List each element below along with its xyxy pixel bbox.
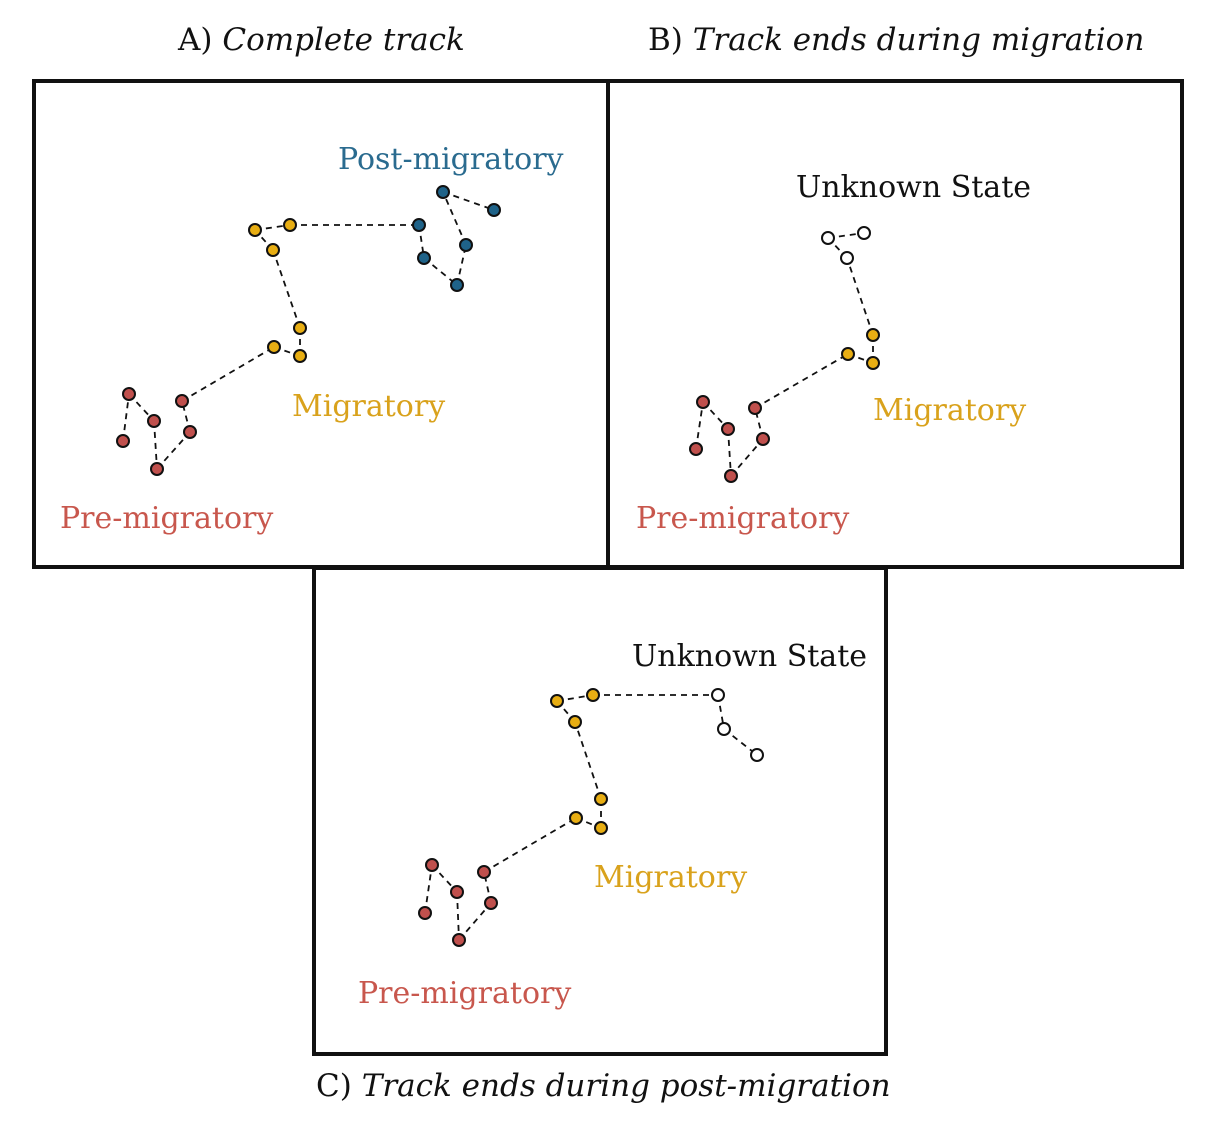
track-point-post [487, 203, 501, 217]
track-segment [483, 817, 577, 873]
track-point-migratory [267, 340, 281, 354]
track-point-migratory [866, 328, 880, 342]
track-point-migratory [266, 243, 280, 257]
track-point-pre [756, 432, 770, 446]
track-segment [442, 191, 467, 246]
track-point-pre [175, 394, 189, 408]
label-migratory: Migratory [292, 389, 445, 424]
label-pre-migratory: Pre-migratory [60, 501, 273, 536]
track-point-post [412, 218, 426, 232]
track-point-post [417, 251, 431, 265]
track-point-migratory [569, 811, 583, 825]
track-point-pre [724, 469, 738, 483]
track-point-post [459, 238, 473, 252]
track-segment [272, 249, 301, 329]
track-segment [723, 728, 758, 756]
track-segment [442, 191, 495, 211]
panel-a-diagram: Post-migratory Migratory Pre-migratory [60, 142, 564, 536]
caption-text: Complete track [222, 22, 465, 58]
caption-letter: B) [648, 22, 683, 58]
track-point-pre [150, 462, 164, 476]
track-segment [727, 428, 732, 477]
panel-a-complete-track: Post-migratory Migratory Pre-migratory [32, 79, 610, 569]
track-segment [754, 353, 849, 409]
track-point-migratory [866, 356, 880, 370]
track-segment [456, 891, 460, 941]
track-point-pre [116, 434, 130, 448]
track-point-unknown [717, 722, 731, 736]
track-segment [574, 721, 602, 800]
caption-panel-b: B) Track ends during migration [648, 22, 1144, 58]
track-point-pre [721, 422, 735, 436]
track-point-pre [418, 906, 432, 920]
track-segment [695, 401, 704, 450]
label-post-migratory: Post-migratory [338, 142, 564, 177]
track-point-post [436, 185, 450, 199]
track-point-migratory [568, 715, 582, 729]
track-point-migratory [841, 347, 855, 361]
track-point-migratory [248, 223, 262, 237]
track-point-migratory [283, 218, 297, 232]
caption-panel-c: C) Track ends during post-migration [316, 1068, 891, 1104]
caption-panel-a: A) Complete track [178, 22, 465, 58]
panel-b-track-ends-during-migration: Unknown State Migratory Pre-migratory [606, 79, 1184, 569]
track-point-unknown [711, 688, 725, 702]
caption-text: Track ends during migration [692, 22, 1145, 58]
label-migratory: Migratory [594, 860, 747, 895]
track-point-migratory [550, 694, 564, 708]
track-segment [423, 257, 458, 286]
label-unknown-state: Unknown State [796, 170, 1031, 205]
track-point-pre [452, 933, 466, 947]
track-point-pre [122, 387, 136, 401]
track-point-unknown [750, 748, 764, 762]
track-segment [846, 257, 874, 336]
track-point-pre [748, 401, 762, 415]
label-pre-migratory: Pre-migratory [636, 501, 849, 536]
panel-c-track-ends-during-post-migration: Unknown State Migratory Pre-migratory [312, 566, 888, 1056]
label-migratory: Migratory [873, 393, 1026, 428]
track-point-unknown [821, 231, 835, 245]
caption-letter: C) [316, 1068, 352, 1104]
panel-b-diagram: Unknown State Migratory Pre-migratory [636, 170, 1031, 536]
track-point-unknown [840, 251, 854, 265]
track-segment [730, 438, 764, 477]
track-point-migratory [594, 792, 608, 806]
track-point-post [450, 278, 464, 292]
track-segment [122, 393, 130, 442]
track-point-pre [696, 395, 710, 409]
track-point-pre [450, 885, 464, 899]
track-segment [153, 420, 158, 470]
label-unknown-state: Unknown State [632, 639, 867, 674]
panel-c-diagram: Unknown State Migratory Pre-migratory [358, 639, 867, 1011]
track-point-migratory [293, 349, 307, 363]
track-point-pre [477, 865, 491, 879]
track-point-migratory [594, 821, 608, 835]
track-point-pre [183, 425, 197, 439]
track-point-pre [689, 442, 703, 456]
label-pre-migratory: Pre-migratory [358, 976, 571, 1011]
caption-letter: A) [178, 22, 213, 58]
track-point-unknown [857, 226, 871, 240]
track-segment [156, 431, 191, 470]
track-point-pre [425, 858, 439, 872]
track-segment [458, 902, 492, 941]
track-segment [424, 864, 433, 914]
track-point-migratory [586, 688, 600, 702]
track-point-migratory [293, 321, 307, 335]
track-segment [181, 346, 275, 402]
caption-text: Track ends during post-migration [361, 1068, 891, 1104]
track-point-pre [147, 414, 161, 428]
track-point-pre [484, 896, 498, 910]
